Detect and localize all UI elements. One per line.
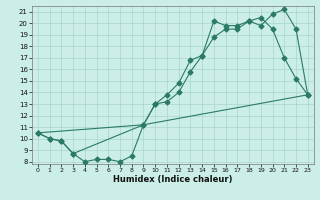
X-axis label: Humidex (Indice chaleur): Humidex (Indice chaleur) [113, 175, 233, 184]
